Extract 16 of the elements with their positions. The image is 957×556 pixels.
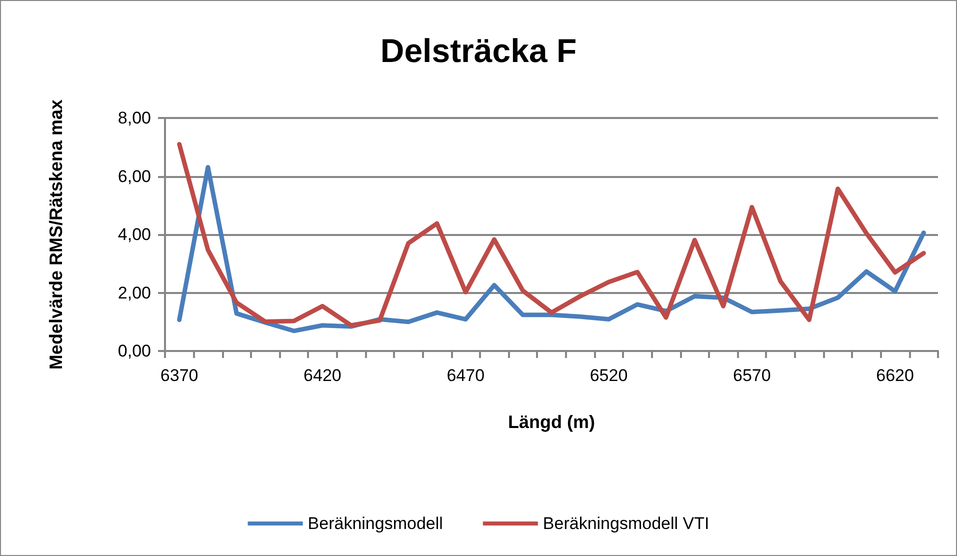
- y-tick-label: 0,00: [118, 342, 151, 360]
- x-tick-label: 6370: [160, 366, 198, 385]
- y-tick-label: 6,00: [118, 166, 151, 186]
- y-tick-label: 4,00: [118, 225, 151, 244]
- x-tick-label: 6570: [732, 366, 771, 385]
- y-tick-label: 8,00: [118, 108, 151, 128]
- y-tick-label: 2,00: [118, 283, 151, 302]
- x-tick-label: 6470: [446, 366, 485, 385]
- x-tick-label: 6420: [304, 366, 342, 385]
- x-tick-label: 6520: [590, 366, 628, 385]
- chart-title: Delsträcka F: [380, 32, 577, 69]
- y-axis-title: Medelvärde RMS/Rätskena max: [46, 99, 66, 370]
- x-tick-label: 6620: [876, 366, 914, 385]
- x-axis-title: Längd (m): [508, 412, 595, 432]
- legend-label: Beräkningsmodell: [308, 514, 443, 533]
- legend-label: Beräkningsmodell VTI: [542, 514, 710, 533]
